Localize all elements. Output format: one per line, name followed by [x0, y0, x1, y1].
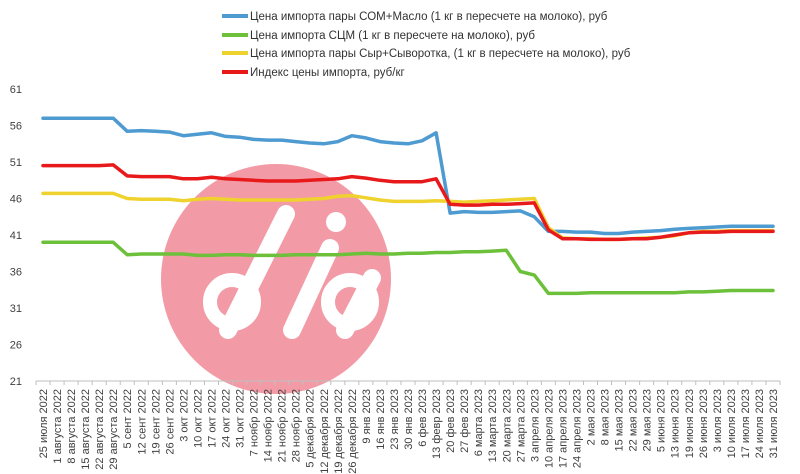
x-tick-label: 12 сент 2022 [136, 389, 148, 455]
chart-legend: Цена импорта пары СОМ+Масло (1 кг в пере… [222, 11, 631, 79]
x-axis: 25 июля 2022 1 августа 2022 8 августа 2022… [35, 380, 781, 474]
y-axis: 21 26 31 36 41 46 51 56 61 [10, 84, 22, 388]
y-tick-label: 56 [10, 121, 22, 133]
series-line-2 [41, 191, 775, 242]
x-tick-label: 31 окт 2022 [235, 389, 247, 448]
y-tick-label: 61 [10, 84, 22, 96]
x-tick-label: 27 марта 2023 [515, 389, 527, 462]
x-tick-label: 10 июля 2023 [726, 389, 738, 458]
x-tick-label: 5 июня 2023 [656, 389, 668, 452]
x-tick-label: 13 марта 2023 [487, 389, 499, 462]
x-tick-label: 8 мая 2023 [600, 389, 612, 445]
x-tick-label: 3 апреля 2023 [529, 389, 541, 462]
x-tick-label: 17 июля 2023 [740, 389, 752, 458]
x-tick-label: 1 августа 2022 [52, 389, 64, 464]
legend-label-1: Цена импорта СЦМ (1 кг в пересчете на мо… [250, 30, 535, 42]
x-tick-label: 19 июня 2023 [684, 389, 696, 458]
legend-label-0: Цена импорта пары СОМ+Масло (1 кг в пере… [250, 11, 608, 23]
x-tick-label: 31 июля 2023 [768, 389, 780, 458]
x-tick-label: 15 августа 2022 [80, 389, 92, 470]
x-tick-label: 6 марта 2023 [473, 389, 485, 456]
x-tick-label: 22 августа 2022 [94, 389, 106, 470]
y-tick-label: 41 [10, 230, 22, 242]
plot-area [41, 116, 775, 296]
x-tick-label: 24 апреля 2023 [571, 389, 583, 468]
x-tick-label: 24 окт 2022 [221, 389, 233, 448]
y-tick-label: 51 [10, 157, 22, 169]
x-tick-label: 20 фев 2023 [445, 389, 457, 453]
x-tick-label: 20 марта 2023 [501, 389, 513, 462]
x-tick-label: 7 ноябр 2022 [249, 389, 261, 456]
legend-label-2: Цена импорта пары Сыр+Сыворотка, (1 кг в… [250, 48, 631, 60]
series-line-3 [41, 163, 775, 242]
x-tick-label: 3 июля 2023 [712, 389, 724, 452]
x-tick-label: 13 июня 2023 [670, 389, 682, 458]
x-tick-label: 28 ноябр 2022 [291, 389, 303, 462]
x-tick-label: 8 августа 2022 [66, 389, 78, 464]
x-tick-label: 16 янв 2023 [375, 389, 387, 450]
y-tick-label: 46 [10, 194, 22, 206]
x-tick-label: 30 янв 2023 [403, 389, 415, 450]
series-line-0 [41, 116, 775, 236]
x-tick-label: 5 декабря 2022 [305, 389, 317, 468]
x-tick-label: 22 мая 2023 [628, 389, 640, 451]
x-tick-label: 15 мая 2023 [614, 389, 626, 451]
x-tick-label: 12 декабря 2022 [319, 389, 331, 474]
x-tick-label: 10 апреля 2023 [543, 389, 555, 468]
y-tick-label: 36 [10, 267, 22, 279]
x-tick-label: 19 декабря 2022 [333, 389, 345, 474]
x-tick-label: 5 сент 2022 [122, 389, 134, 448]
x-tick-label: 3 окт 2022 [178, 389, 190, 442]
x-tick-label: 26 декабря 2022 [347, 389, 359, 474]
x-tick-label: 24 июля 2023 [754, 389, 766, 458]
y-tick-label: 21 [10, 376, 22, 388]
x-tick-label: 14 ноябр 2022 [263, 389, 275, 462]
x-tick-label: 19 сент 2022 [150, 389, 162, 455]
x-tick-label: 29 мая 2023 [642, 389, 654, 451]
x-tick-label: 10 окт 2022 [192, 389, 204, 448]
x-tick-label: 13 февр 2023 [431, 389, 443, 459]
x-tick-label: 23 янв 2023 [389, 389, 401, 450]
x-tick-label: 26 июня 2023 [698, 389, 710, 458]
x-tick-label: 6 фев 2023 [417, 389, 429, 447]
x-tick-label: 27 фев 2023 [459, 389, 471, 453]
x-tick-label: 9 янв 2023 [361, 389, 373, 444]
series-line-1 [41, 240, 775, 296]
x-tick-label: 26 сент 2022 [164, 389, 176, 455]
x-tick-label: 17 апреля 2023 [557, 389, 569, 468]
dia-watermark-logo [161, 164, 391, 394]
legend-label-3: Индекс цены импорта, руб/кг [250, 67, 405, 79]
y-tick-label: 26 [10, 340, 22, 352]
x-tick-label: 29 августа 2022 [108, 389, 120, 470]
x-tick-label: 17 окт 2022 [206, 389, 218, 448]
y-tick-label: 31 [10, 303, 22, 315]
x-tick-label: 25 июля 2022 [38, 389, 50, 458]
x-tick-label: 21 ноябр 2022 [277, 389, 289, 462]
x-tick-label: 2 мая 2023 [585, 389, 597, 445]
